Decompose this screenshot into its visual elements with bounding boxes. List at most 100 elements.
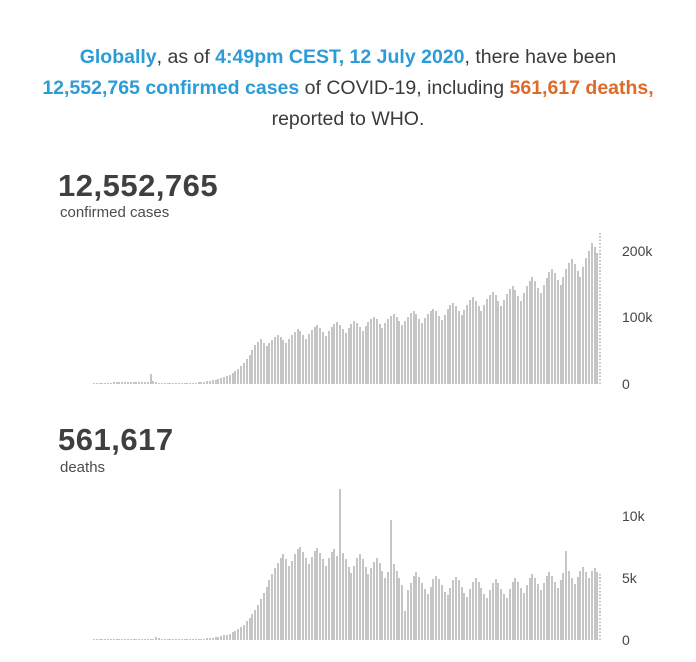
bar[interactable] xyxy=(426,314,429,384)
bar[interactable] xyxy=(152,380,155,384)
bar[interactable] xyxy=(460,586,463,640)
bar[interactable] xyxy=(517,296,520,384)
cases-bar-plot[interactable] xyxy=(93,226,604,384)
bar[interactable] xyxy=(387,319,390,384)
bar[interactable] xyxy=(135,382,138,384)
bar[interactable] xyxy=(322,332,325,384)
bar[interactable] xyxy=(319,328,322,384)
bar[interactable] xyxy=(124,639,127,640)
bar[interactable] xyxy=(95,383,98,384)
bar[interactable] xyxy=(384,323,387,384)
bar[interactable] xyxy=(344,332,347,384)
bar[interactable] xyxy=(163,638,166,640)
bar[interactable] xyxy=(568,262,571,384)
bar[interactable] xyxy=(115,382,118,384)
bar[interactable] xyxy=(409,582,412,640)
bar[interactable] xyxy=(576,576,579,640)
deaths-chart[interactable]: 0 5k 10k xyxy=(93,485,696,648)
bar[interactable] xyxy=(302,335,305,384)
bar[interactable] xyxy=(542,285,545,384)
bar[interactable] xyxy=(146,382,149,384)
bar[interactable] xyxy=(568,570,571,640)
bar[interactable] xyxy=(520,587,523,640)
bar[interactable] xyxy=(333,549,336,640)
bar[interactable] xyxy=(565,550,568,640)
bar[interactable] xyxy=(118,639,121,640)
bar[interactable] xyxy=(180,383,183,384)
bar[interactable] xyxy=(392,564,395,640)
bar[interactable] xyxy=(319,553,322,640)
bar[interactable] xyxy=(208,380,211,384)
bar[interactable] xyxy=(245,621,248,640)
bar[interactable] xyxy=(559,285,562,384)
bar[interactable] xyxy=(220,378,223,384)
bar[interactable] xyxy=(593,247,596,384)
bar[interactable] xyxy=(421,582,424,640)
bar[interactable] xyxy=(248,617,251,640)
bar[interactable] xyxy=(126,381,129,384)
bar[interactable] xyxy=(175,383,178,384)
bar[interactable] xyxy=(104,639,107,640)
bar[interactable] xyxy=(279,558,282,640)
bar[interactable] xyxy=(353,565,356,640)
bar[interactable] xyxy=(316,548,319,640)
bar[interactable] xyxy=(330,551,333,640)
bar[interactable] xyxy=(307,334,310,384)
bar[interactable] xyxy=(455,306,457,384)
bar[interactable] xyxy=(228,633,231,640)
bar[interactable] xyxy=(514,578,517,640)
bar[interactable] xyxy=(107,383,110,384)
bar[interactable] xyxy=(358,554,361,640)
bar[interactable] xyxy=(282,340,285,384)
bar[interactable] xyxy=(336,322,339,384)
bar[interactable] xyxy=(375,558,378,640)
bar[interactable] xyxy=(531,277,534,384)
bar[interactable] xyxy=(290,560,293,640)
bar[interactable] xyxy=(109,639,112,640)
bar[interactable] xyxy=(372,561,375,640)
bar[interactable] xyxy=(274,568,276,640)
bar[interactable] xyxy=(344,559,347,640)
bar[interactable] xyxy=(599,230,602,384)
bar[interactable] xyxy=(330,327,333,384)
bar[interactable] xyxy=(271,574,274,640)
bar[interactable] xyxy=(132,381,135,384)
bar[interactable] xyxy=(514,290,517,384)
bar[interactable] xyxy=(268,342,271,384)
bar[interactable] xyxy=(381,570,384,640)
bar[interactable] xyxy=(336,555,339,640)
bar[interactable] xyxy=(158,638,161,640)
bar[interactable] xyxy=(126,639,129,640)
bar[interactable] xyxy=(497,582,500,640)
bar[interactable] xyxy=(443,591,446,640)
bar[interactable] xyxy=(211,637,214,640)
bar[interactable] xyxy=(285,559,288,640)
bar[interactable] xyxy=(522,293,525,384)
bar[interactable] xyxy=(585,258,588,384)
bar[interactable] xyxy=(220,636,223,640)
bar[interactable] xyxy=(398,321,401,384)
bar[interactable] xyxy=(234,371,237,384)
bar[interactable] xyxy=(208,638,211,640)
bar[interactable] xyxy=(389,519,392,640)
bar[interactable] xyxy=(440,320,443,384)
bar[interactable] xyxy=(438,316,441,384)
bar[interactable] xyxy=(341,553,344,640)
bar[interactable] xyxy=(525,286,528,384)
bar[interactable] xyxy=(290,335,293,384)
bar[interactable] xyxy=(129,639,132,640)
bar[interactable] xyxy=(268,580,271,640)
bar[interactable] xyxy=(146,639,149,640)
bar[interactable] xyxy=(401,585,404,640)
bar[interactable] xyxy=(177,383,180,384)
bar[interactable] xyxy=(341,328,344,384)
bar[interactable] xyxy=(471,581,474,640)
bar[interactable] xyxy=(452,580,455,640)
bar[interactable] xyxy=(596,571,599,640)
bar[interactable] xyxy=(562,277,565,384)
bar[interactable] xyxy=(491,582,494,640)
bar[interactable] xyxy=(160,638,163,640)
bar[interactable] xyxy=(474,300,477,384)
bar[interactable] xyxy=(141,382,144,384)
bar[interactable] xyxy=(191,639,194,640)
